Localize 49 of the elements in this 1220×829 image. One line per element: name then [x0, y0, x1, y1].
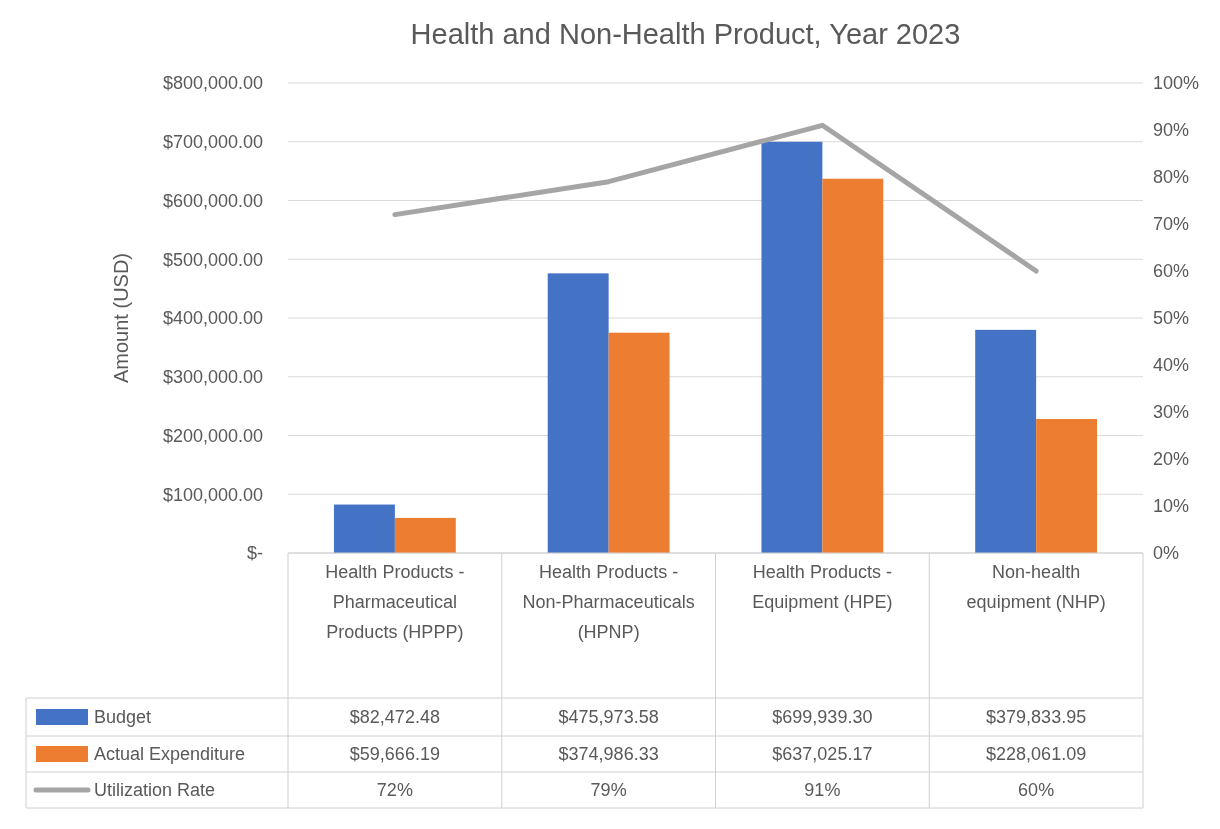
data-label: $82,472.48 [349, 707, 440, 728]
y-axis-title: Amount (USD) [110, 252, 132, 384]
y2-tick-label: 50% [1153, 308, 1190, 329]
y2-tick-label: 70% [1153, 214, 1190, 235]
y-tick-label: $200,000.00 [162, 425, 263, 446]
y-tick-label: $400,000.00 [162, 308, 263, 329]
data-label: $699,939.30 [772, 707, 873, 728]
y2-tick-label: 40% [1153, 355, 1190, 376]
bar [333, 504, 395, 553]
y-tick-label: $100,000.00 [162, 484, 263, 505]
data-label: $228,061.09 [986, 744, 1087, 765]
y2-tick-label: 90% [1153, 120, 1190, 141]
data-label: 72% [376, 780, 413, 801]
y-tick-label: $300,000.00 [162, 367, 263, 388]
legend-label: Actual Expenditure [94, 744, 246, 765]
y-tick-label: $600,000.00 [162, 190, 263, 211]
data-label: 91% [804, 780, 841, 801]
y2-tick-label: 80% [1153, 167, 1190, 188]
x-tick-label: Health Products - Equipment (HPE) [752, 562, 893, 612]
bar [608, 332, 670, 553]
bar [975, 329, 1037, 553]
bar [394, 517, 456, 553]
data-label: 79% [590, 780, 627, 801]
y2-tick-label: 10% [1153, 496, 1190, 517]
x-tick-label: Health Products - Pharmaceutical Products (HPPP) [325, 562, 465, 642]
y2-tick-label: 20% [1153, 449, 1190, 470]
y2-tick-label: 30% [1153, 402, 1190, 423]
data-label: $59,666.19 [349, 744, 440, 765]
bar [822, 178, 884, 553]
bar [761, 141, 823, 553]
legend-label: Utilization Rate [94, 780, 216, 801]
x-tick-label: Non-health equipment (NHP) [966, 562, 1106, 612]
y2-tick-label: 0% [1153, 543, 1180, 564]
data-label: 60% [1018, 780, 1055, 801]
x-tick-label: Health Products - Non-Pharmaceuticals (HPNP) [522, 562, 695, 642]
data-label: $475,973.58 [558, 707, 659, 728]
y2-tick-label: 100% [1153, 73, 1200, 94]
y-tick-label: $700,000.00 [162, 132, 263, 153]
chart-title: Health and Non-Health Product, Year 2023 [410, 18, 961, 50]
legend-label: Budget [94, 707, 152, 728]
data-label: $374,986.33 [558, 744, 659, 765]
bar [547, 273, 609, 553]
y-tick-label: $500,000.00 [162, 249, 263, 270]
y-tick-label: $800,000.00 [162, 73, 263, 94]
data-label: $637,025.17 [772, 744, 873, 765]
bar [1036, 419, 1098, 553]
data-label: $379,833.95 [986, 707, 1087, 728]
y2-tick-label: 60% [1153, 261, 1190, 282]
y-tick-label: $- [246, 543, 263, 564]
